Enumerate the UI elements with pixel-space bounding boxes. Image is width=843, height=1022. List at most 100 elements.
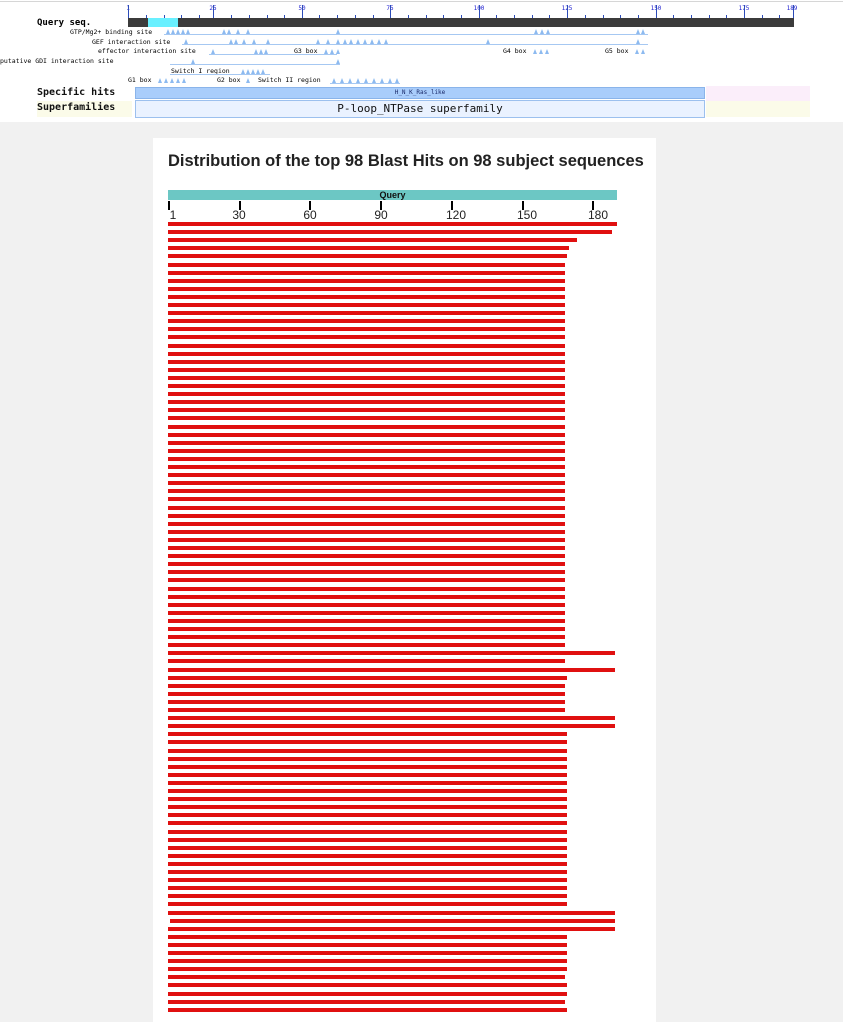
blast-hit-bar[interactable] (168, 222, 617, 226)
blast-hit-bar[interactable] (168, 351, 565, 356)
blast-hit-bar[interactable] (168, 643, 565, 648)
blast-hit-bar[interactable] (168, 546, 565, 550)
blast-hit-bar[interactable] (168, 764, 568, 769)
blast-hit-bar[interactable] (168, 327, 565, 332)
blast-hit-bar[interactable] (168, 311, 565, 316)
blast-hit-bar[interactable] (168, 959, 568, 964)
g4-box-label[interactable]: G4 box (503, 47, 527, 55)
blast-hit-bar[interactable] (168, 829, 568, 834)
blast-hit-bar[interactable] (168, 991, 568, 996)
blast-hit-bar[interactable] (168, 724, 615, 729)
blast-hit-bar[interactable] (168, 772, 568, 777)
g1-box-label[interactable]: G1 box (128, 76, 152, 84)
switch-ii-label[interactable]: Switch II region (258, 76, 321, 84)
blast-hit-bar[interactable] (170, 918, 615, 923)
blast-hit-bar[interactable] (168, 392, 565, 397)
blast-hit-bar[interactable] (168, 902, 568, 907)
blast-hit-bar[interactable] (168, 416, 565, 421)
blast-hit-bar[interactable] (168, 432, 565, 437)
g5-box-label[interactable]: G5 box (605, 47, 629, 55)
blast-hit-bar[interactable] (168, 910, 615, 915)
blast-hit-bar[interactable] (168, 861, 568, 866)
blast-hit-bar[interactable] (168, 740, 568, 745)
superfamily-domain[interactable]: P-loop_NTPase superfamily (135, 100, 705, 118)
blast-hit-bar[interactable] (168, 999, 565, 1004)
feature-label-gdi-interaction[interactable]: putative GDI interaction site (0, 57, 114, 65)
blast-hit-bar[interactable] (168, 562, 565, 567)
blast-hit-bar[interactable] (168, 408, 565, 413)
blast-hit-bar[interactable] (168, 975, 565, 980)
feature-label-effector-interaction[interactable]: effector interaction site (98, 47, 196, 55)
blast-hit-bar[interactable] (168, 789, 568, 793)
blast-hit-bar[interactable] (168, 286, 565, 291)
feature-track-gef-interaction[interactable] (182, 44, 648, 45)
blast-hit-bar[interactable] (168, 691, 565, 696)
blast-hit-bar[interactable] (168, 521, 565, 526)
blast-hit-bar[interactable] (168, 716, 615, 721)
feature-label-gef-interaction[interactable]: GEF interaction site (92, 38, 171, 46)
blast-hit-bar[interactable] (168, 262, 565, 267)
blast-hit-bar[interactable] (168, 400, 565, 405)
blast-hit-bar[interactable] (168, 481, 565, 486)
blast-hit-bar[interactable] (168, 294, 565, 299)
blast-hit-bar[interactable] (168, 926, 615, 931)
feature-track-effector-interaction[interactable] (209, 54, 337, 55)
blast-hit-bar[interactable] (168, 627, 565, 631)
blast-hit-bar[interactable] (168, 756, 568, 761)
blast-hit-bar[interactable] (168, 594, 565, 599)
blast-hit-bar[interactable] (168, 497, 565, 502)
switch-i-track[interactable] (170, 74, 270, 75)
blast-hit-bar[interactable] (168, 570, 565, 575)
blast-hit-bar[interactable] (168, 473, 565, 478)
blast-hit-bar[interactable] (168, 732, 568, 737)
blast-hit-bar[interactable] (168, 384, 565, 388)
blast-hit-bar[interactable] (168, 254, 568, 259)
blast-hit-bar[interactable] (168, 699, 565, 704)
blast-hit-bar[interactable] (168, 456, 565, 461)
blast-hit-bar[interactable] (168, 529, 565, 534)
blast-hit-bar[interactable] (168, 335, 565, 340)
blast-hit-bar[interactable] (168, 319, 565, 324)
feature-label-gtp-binding[interactable]: GTP/Mg2+ binding site (70, 28, 153, 36)
blast-hit-bar[interactable] (168, 651, 615, 656)
blast-hit-bar[interactable] (168, 513, 565, 518)
blast-hit-bar[interactable] (168, 424, 565, 429)
blast-hit-bar[interactable] (168, 635, 565, 640)
g3-box-label[interactable]: G3 box (294, 47, 318, 55)
blast-hit-bar[interactable] (168, 683, 565, 688)
blast-hit-bar[interactable] (168, 853, 568, 858)
blast-hit-bar[interactable] (168, 951, 568, 955)
blast-hit-bar[interactable] (168, 489, 565, 494)
blast-hit-bar[interactable] (168, 343, 565, 348)
query-highlight-region[interactable] (148, 18, 178, 27)
blast-hit-bar[interactable] (168, 780, 568, 785)
blast-hit-bar[interactable] (168, 554, 565, 559)
blast-hit-bar[interactable] (168, 278, 565, 283)
blast-hit-bar[interactable] (168, 448, 565, 453)
query-sequence-bar[interactable] (128, 18, 794, 27)
switch-ii-track[interactable] (330, 83, 400, 84)
blast-hit-bar[interactable] (168, 813, 568, 818)
blast-hit-bar[interactable] (168, 230, 613, 235)
blast-hit-bar[interactable] (168, 983, 568, 988)
blast-hit-bar[interactable] (168, 894, 568, 899)
blast-hit-bar[interactable] (168, 375, 565, 380)
blast-hit-bar[interactable] (168, 870, 568, 874)
blast-hit-bar[interactable] (168, 465, 565, 469)
feature-track-gdi-interaction[interactable] (170, 64, 340, 65)
blast-hit-bar[interactable] (168, 878, 568, 883)
blast-hit-bar[interactable] (168, 618, 565, 623)
blast-hit-bar[interactable] (168, 537, 565, 542)
blast-hit-bar[interactable] (168, 837, 568, 842)
blast-hit-bar[interactable] (168, 967, 568, 972)
blast-hit-bar[interactable] (168, 440, 565, 445)
blast-hit-bar[interactable] (168, 303, 565, 307)
query-coverage-bar[interactable]: Query (168, 190, 617, 200)
blast-hit-bar[interactable] (168, 1007, 568, 1012)
feature-track-gtp-binding[interactable] (164, 34, 648, 35)
blast-hit-bar[interactable] (168, 797, 568, 802)
switch-i-label[interactable]: Switch I region (171, 67, 230, 75)
blast-hit-bar[interactable] (168, 708, 565, 712)
blast-hit-bar[interactable] (168, 602, 565, 607)
blast-hit-bar[interactable] (168, 586, 565, 591)
